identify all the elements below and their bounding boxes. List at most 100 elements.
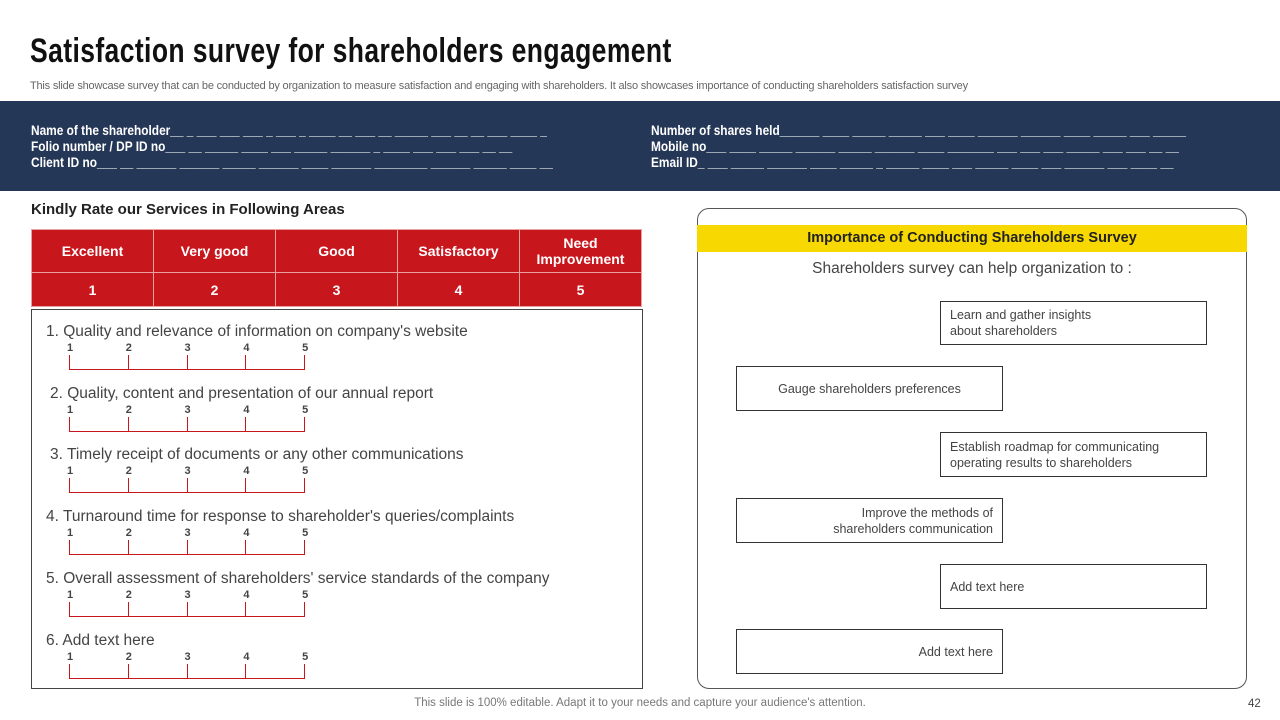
scale-tick-label: 1 bbox=[66, 527, 74, 540]
importance-item: Establish roadmap for communicating oper… bbox=[940, 432, 1207, 477]
scale-tick[interactable] bbox=[127, 355, 129, 369]
rating-label: Good bbox=[275, 229, 398, 273]
scale-tick-label: 4 bbox=[243, 465, 250, 478]
scale-tick[interactable] bbox=[304, 416, 306, 431]
scale-tick[interactable] bbox=[69, 355, 70, 369]
importance-item: Learn and gather insights about sharehol… bbox=[940, 301, 1207, 345]
survey-question: 1. Quality and relevance of information … bbox=[46, 323, 468, 340]
scale-tick[interactable] bbox=[127, 416, 129, 431]
importance-item-text: Add text here bbox=[950, 579, 1025, 594]
importance-card bbox=[697, 208, 1247, 689]
importance-item-text: Add text here bbox=[918, 644, 993, 659]
scale-tick[interactable] bbox=[304, 355, 306, 369]
scale-tick[interactable] bbox=[127, 540, 129, 555]
scale-tick[interactable] bbox=[304, 540, 306, 555]
rating-value: 2 bbox=[153, 272, 276, 307]
scale-tick[interactable] bbox=[69, 540, 70, 555]
client-id-field[interactable]: Client ID no___ __ ______ ______ _____ _… bbox=[31, 155, 553, 170]
scale-baseline bbox=[69, 554, 305, 556]
rating-scale[interactable]: 1 2 3 4 5 bbox=[66, 342, 309, 372]
scale-tick[interactable] bbox=[69, 601, 70, 616]
scale-tick[interactable] bbox=[186, 355, 188, 369]
rating-legend-table: Excellent Very good Good Satisfactory Ne… bbox=[31, 229, 642, 307]
scale-tick-label: 4 bbox=[243, 403, 250, 416]
scale-tick[interactable] bbox=[245, 355, 247, 369]
rating-scale[interactable]: 1 2 3 4 5 bbox=[67, 650, 309, 681]
rating-label: Satisfactory bbox=[397, 229, 520, 273]
footer-note: This slide is 100% editable. Adapt it to… bbox=[414, 697, 866, 709]
survey-question: 2. Quality, content and presentation of … bbox=[50, 384, 434, 402]
scale-tick-label: 2 bbox=[125, 527, 132, 540]
mobile-no-field[interactable]: Mobile no___ ____ _____ ______ _____ ___… bbox=[651, 139, 1179, 154]
importance-item: Add text here bbox=[940, 564, 1207, 609]
survey-question: 6. Add text here bbox=[46, 631, 155, 649]
rating-label: Excellent bbox=[31, 229, 154, 273]
scale-tick-label: 1 bbox=[66, 342, 74, 354]
scale-tick-label: 1 bbox=[66, 588, 74, 601]
scale-baseline bbox=[69, 430, 305, 432]
rating-value: 3 bbox=[275, 272, 398, 307]
scale-baseline bbox=[69, 615, 305, 617]
scale-tick[interactable] bbox=[186, 540, 188, 555]
scale-tick-label: 5 bbox=[302, 527, 309, 540]
rating-label: Need Improvement bbox=[519, 229, 642, 273]
scale-tick[interactable] bbox=[304, 478, 306, 493]
scale-tick[interactable] bbox=[186, 663, 188, 678]
shareholder-name-field[interactable]: Name of the shareholder__ _ ___ ___ ___ … bbox=[31, 123, 547, 138]
rating-value: 5 bbox=[519, 272, 642, 307]
rating-scale[interactable]: 1 2 3 4 5 bbox=[66, 527, 309, 557]
importance-item: Gauge shareholders preferences bbox=[736, 366, 1003, 411]
scale-tick-label: 5 bbox=[302, 342, 309, 354]
page-number: 42 bbox=[1248, 698, 1261, 710]
scale-baseline bbox=[69, 492, 305, 494]
scale-tick[interactable] bbox=[245, 540, 247, 555]
scale-tick-label: 1 bbox=[66, 465, 74, 478]
importance-heading: Importance of Conducting Shareholders Su… bbox=[697, 225, 1247, 252]
scale-tick[interactable] bbox=[186, 601, 188, 616]
scale-tick[interactable] bbox=[69, 416, 70, 431]
scale-tick-label: 4 bbox=[243, 342, 250, 354]
scale-tick[interactable] bbox=[127, 663, 129, 678]
scale-tick-label: 5 bbox=[302, 650, 309, 663]
scale-tick[interactable] bbox=[245, 478, 247, 493]
scale-tick-label: 3 bbox=[184, 342, 191, 354]
scale-tick[interactable] bbox=[186, 478, 188, 493]
rating-heading: Kindly Rate our Services in Following Ar… bbox=[31, 201, 345, 218]
scale-tick-label: 3 bbox=[184, 465, 191, 478]
scale-tick[interactable] bbox=[186, 416, 188, 431]
email-id-field[interactable]: Email ID_ ___ _____ ______ ____ _____ _ … bbox=[651, 155, 1174, 170]
scale-tick[interactable] bbox=[69, 478, 70, 493]
scale-tick-label: 3 bbox=[184, 527, 191, 540]
scale-tick[interactable] bbox=[304, 663, 306, 678]
rating-value: 1 bbox=[31, 272, 154, 307]
folio-number-field[interactable]: Folio number / DP ID no___ __ _____ ____… bbox=[31, 139, 513, 154]
scale-tick[interactable] bbox=[245, 416, 247, 431]
scale-baseline bbox=[69, 369, 305, 370]
rating-label: Very good bbox=[153, 229, 276, 273]
scale-tick-label: 4 bbox=[243, 527, 250, 540]
survey-question: 3. Timely receipt of documents or any ot… bbox=[50, 446, 464, 464]
rating-value: 4 bbox=[397, 272, 520, 307]
shares-held-field[interactable]: Number of shares held______ ____ _____ _… bbox=[651, 123, 1187, 138]
importance-item-text: Improve the methods of shareholders comm… bbox=[833, 505, 993, 536]
rating-scale[interactable]: 1 2 3 4 5 bbox=[66, 588, 309, 619]
scale-tick-label: 2 bbox=[125, 342, 132, 354]
shareholder-details-band: Name of the shareholder__ _ ___ ___ ___ … bbox=[0, 101, 1280, 191]
rating-scale[interactable]: 1 2 3 4 5 bbox=[67, 403, 309, 434]
scale-tick-label: 3 bbox=[184, 650, 191, 663]
scale-tick[interactable] bbox=[127, 478, 129, 493]
survey-question: 5. Overall assessment of shareholders' s… bbox=[46, 569, 550, 587]
scale-tick-label: 5 bbox=[302, 403, 309, 416]
scale-tick-label: 3 bbox=[184, 403, 191, 416]
scale-tick[interactable] bbox=[245, 663, 247, 678]
scale-tick[interactable] bbox=[69, 663, 70, 678]
scale-tick[interactable] bbox=[304, 601, 306, 616]
importance-item-text: Learn and gather insights about sharehol… bbox=[950, 308, 1092, 338]
scale-tick[interactable] bbox=[127, 601, 129, 616]
scale-tick-label: 2 bbox=[125, 588, 132, 601]
scale-tick-label: 4 bbox=[243, 588, 250, 601]
scale-tick-label: 2 bbox=[125, 650, 132, 663]
scale-tick[interactable] bbox=[245, 601, 247, 616]
survey-questions-box bbox=[31, 309, 643, 689]
rating-scale[interactable]: 1 2 3 4 5 bbox=[66, 465, 309, 495]
